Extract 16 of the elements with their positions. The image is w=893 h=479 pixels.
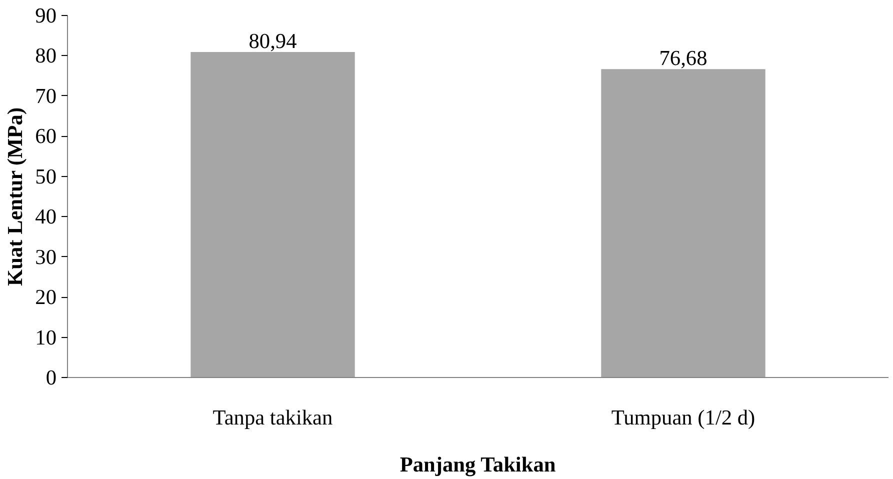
- x-tick-label: Tanpa takikan: [212, 406, 334, 430]
- y-tick-label: 80: [35, 44, 56, 68]
- data-label: 76,68: [659, 46, 708, 70]
- y-tick-label: 70: [35, 84, 56, 108]
- y-tick-label: 50: [35, 164, 56, 188]
- y-tick-label: 30: [35, 244, 56, 269]
- y-axis-title: Kuat Lentur (MPa): [3, 107, 28, 286]
- x-tick-label: Tumpuan (1/2 d): [611, 406, 756, 430]
- data-label: 80,94: [248, 28, 298, 53]
- y-tick-label: 40: [35, 204, 56, 229]
- y-tick-label: 10: [35, 325, 56, 350]
- y-tick-label: 90: [35, 4, 56, 28]
- y-tick-label: 20: [35, 285, 56, 310]
- x-axis-title: Panjang Takikan: [400, 452, 556, 476]
- y-tick-label: 60: [35, 124, 56, 148]
- y-tick-label: 0: [46, 366, 57, 390]
